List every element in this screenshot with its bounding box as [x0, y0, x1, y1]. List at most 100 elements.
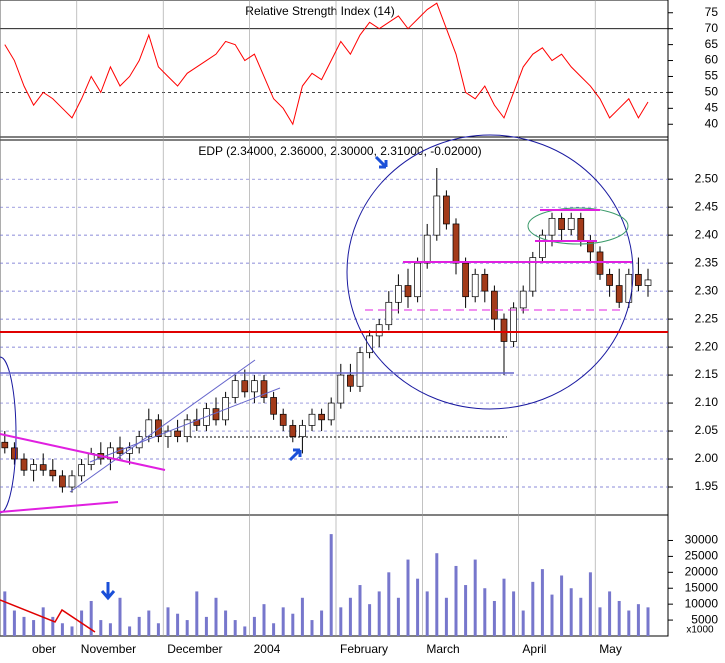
candle-body	[145, 419, 153, 437]
channel-line	[89, 387, 281, 463]
candle-body	[375, 324, 383, 337]
y-tick-label: 70	[705, 21, 719, 35]
volume-bar	[70, 626, 74, 636]
candle-body	[539, 234, 546, 258]
candle-body	[260, 380, 268, 398]
volume-bar	[252, 616, 256, 636]
volume-bar	[473, 559, 477, 636]
candle-body	[155, 419, 162, 437]
x-tick-label: April	[522, 642, 546, 656]
x-tick-label: February	[340, 642, 388, 656]
candle-body	[366, 335, 373, 354]
candle-body	[500, 318, 508, 342]
candle-body	[471, 273, 479, 298]
candle-body	[30, 464, 37, 471]
candle-body	[183, 419, 191, 437]
volume-bar	[137, 616, 141, 636]
volume-bar	[627, 610, 631, 636]
volume-bar	[281, 607, 285, 636]
volume-bar	[608, 591, 612, 636]
volume-bar	[32, 620, 36, 636]
y-tick-label: 1.95	[695, 479, 719, 493]
candle-body	[423, 234, 431, 264]
volume-bar	[22, 616, 26, 636]
y-tick-label: 25000	[685, 549, 719, 563]
y-tick-label: 2.50	[695, 171, 719, 185]
arrow	[100, 582, 116, 601]
volume-bar	[464, 585, 468, 636]
volume-bar	[224, 610, 228, 636]
volume-bar	[185, 620, 189, 636]
candle-body	[318, 413, 325, 421]
volume-bar	[204, 616, 208, 636]
volume-bar	[128, 626, 132, 636]
price-title: EDP (2.34000, 2.36000, 2.30000, 2.31000,…	[198, 144, 481, 158]
volume-bar	[118, 597, 122, 636]
candle-body	[68, 475, 76, 488]
volume-bar	[147, 610, 151, 636]
volume-bar	[377, 591, 381, 636]
y-tick-label: 55	[705, 69, 719, 83]
rsi-line	[4, 2, 649, 126]
frame	[0, 0, 669, 637]
y-tick-label: 5000	[691, 612, 718, 626]
candle-body	[356, 352, 364, 387]
candle-body	[289, 425, 297, 437]
candle-body	[519, 290, 527, 309]
y-tick-label: 2.00	[695, 451, 719, 465]
volume-bar	[262, 604, 266, 636]
volume-bar	[550, 594, 554, 636]
candle-body	[39, 464, 47, 471]
x-tick-label: December	[167, 642, 222, 656]
candle-body	[270, 397, 277, 415]
candle-body	[337, 374, 345, 404]
volume-bar	[617, 600, 621, 636]
ellipse	[346, 134, 634, 410]
candle-body	[596, 251, 604, 275]
volume-bar	[300, 597, 304, 636]
y-tick-label: 50	[705, 85, 719, 99]
volume-bar	[310, 620, 314, 636]
candle-body	[433, 195, 441, 236]
y-tick-label: 10000	[685, 596, 719, 610]
volume-bar	[531, 581, 535, 636]
candle-body	[193, 419, 201, 426]
rsi-title: Relative Strength Index (14)	[245, 4, 394, 18]
y-tick-label: 15000	[685, 580, 719, 594]
y-tick-label: 45	[705, 100, 719, 114]
volume-bar	[243, 626, 247, 636]
candle-body	[20, 458, 28, 471]
x-tick-label: March	[426, 642, 459, 656]
candle-body	[299, 425, 306, 437]
volume-bar	[60, 623, 64, 636]
y-tick-label: 2.40	[695, 227, 719, 241]
volume-bar	[502, 578, 506, 636]
candle-body	[462, 262, 469, 298]
volume-bar	[368, 604, 372, 636]
candle-body	[327, 402, 335, 421]
volume-bar	[156, 623, 160, 636]
candle-body	[174, 430, 181, 437]
volume-bar	[560, 575, 564, 636]
volume-bar	[521, 610, 525, 636]
candle-body	[606, 273, 613, 286]
volume-bar	[579, 597, 583, 636]
volume-bar	[291, 613, 295, 636]
volume-trend	[0, 599, 96, 633]
plot-border	[0, 0, 669, 637]
candle-body	[395, 285, 402, 303]
candle-body	[78, 464, 85, 477]
candle-body	[308, 413, 316, 426]
channel-line	[69, 359, 256, 493]
volume-bar	[233, 620, 237, 636]
volume-bar	[444, 597, 448, 636]
volume-bar	[3, 591, 7, 636]
volume-bar	[512, 591, 516, 636]
candle-body	[548, 218, 556, 236]
candle-body	[567, 218, 575, 230]
candle-body	[347, 374, 354, 387]
y-tick-label: 2.10	[695, 395, 719, 409]
candle-body	[615, 285, 623, 303]
candle-body	[452, 223, 460, 264]
